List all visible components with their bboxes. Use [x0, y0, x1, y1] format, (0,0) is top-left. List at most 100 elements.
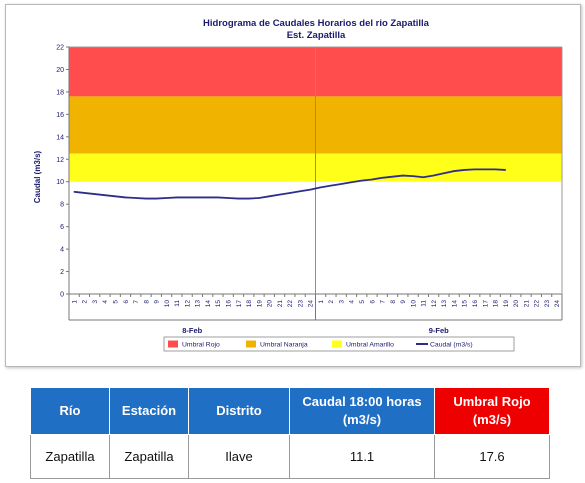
x-tick-label: 15: [215, 300, 222, 308]
day-labels: 8-Feb 9-Feb: [182, 326, 449, 335]
x-tick-label: 7: [380, 300, 387, 304]
hydrograph-svg: Hidrograma de Caudales Horarios del rio …: [33, 18, 563, 352]
series-point: [453, 170, 455, 172]
series-point: [504, 169, 507, 171]
x-tick-label: 11: [421, 300, 428, 307]
x-tick-label: 8: [390, 300, 397, 304]
series-point: [73, 191, 75, 193]
x-tick-label: 3: [338, 300, 345, 304]
series-point: [217, 196, 219, 199]
series-point: [330, 185, 332, 187]
y-axis-label: Caudal (m3/s): [33, 150, 42, 203]
x-tick-label: 21: [523, 300, 530, 308]
x-tick-label: 2: [82, 300, 89, 304]
series-point: [268, 195, 270, 197]
x-tick-label: 18: [493, 300, 500, 308]
x-tick-label: 14: [205, 300, 212, 308]
legend-entry: Umbral Naranja: [260, 342, 308, 349]
x-tick-label: 22: [534, 300, 541, 308]
cell-umbral-rojo: 17.6: [434, 434, 550, 479]
cell-distrito: Ilave: [188, 434, 290, 479]
x-tick-label: 16: [225, 300, 232, 308]
summary-table: Río Estación Distrito Caudal 18:00 horas…: [30, 387, 550, 479]
x-axis-ticks: 1 2 3 4 5 6 7 8 9 10 11 12 13 14 15 16 17 18 19 20 21 22 23 24 1…: [68, 294, 561, 308]
cell-rio: Zapatilla: [30, 434, 110, 479]
header-rio: Río: [30, 387, 110, 435]
y-tick-label: 20: [56, 67, 64, 74]
x-tick-label: 2: [328, 300, 335, 304]
y-tick-label: 22: [56, 45, 64, 52]
series-point: [145, 197, 147, 200]
series-point: [278, 194, 281, 196]
x-tick-label: 13: [195, 300, 202, 308]
series-point: [463, 169, 466, 171]
x-tick-label: 7: [133, 300, 140, 304]
x-tick-label: 11: [174, 300, 181, 307]
series-point: [135, 197, 137, 199]
x-tick-label: 23: [544, 300, 551, 308]
series-point: [350, 181, 353, 183]
chart-legend: Umbral Rojo Umbral Naranja Umbral Amarillo…: [163, 336, 515, 352]
series-point: [124, 196, 127, 199]
header-distrito: Distrito: [188, 387, 290, 435]
series-point: [433, 174, 435, 177]
series-point: [196, 196, 198, 199]
series-point: [474, 168, 476, 170]
series-point: [289, 192, 291, 194]
legend-entry: Umbral Rojo: [182, 342, 220, 349]
x-tick-label: 1: [318, 300, 325, 304]
x-tick-label: 9: [154, 300, 161, 304]
series-point: [309, 188, 311, 191]
x-tick-label: 16: [472, 300, 479, 308]
x-tick-label: 17: [482, 300, 489, 308]
x-tick-label: 24: [308, 300, 315, 308]
x-tick-label: 9: [400, 300, 407, 304]
series-point: [227, 197, 229, 199]
x-tick-label: 20: [267, 300, 274, 308]
x-tick-label: 19: [256, 300, 263, 308]
series-point: [361, 180, 363, 182]
y-tick-label: 8: [60, 202, 64, 209]
x-tick-label: 14: [451, 300, 458, 308]
x-tick-label: 8: [143, 300, 150, 304]
series-point: [340, 183, 342, 185]
y-tick-label: 14: [56, 134, 64, 141]
series-lines: [73, 168, 507, 200]
y-tick-label: 12: [56, 157, 64, 164]
series-point: [484, 168, 486, 170]
x-tick-label: 17: [236, 300, 243, 308]
x-tick-label: 18: [246, 300, 253, 308]
x-tick-label: 19: [503, 300, 510, 308]
chart-title: Hidrograma de Caudales Horarios del rio …: [203, 18, 430, 29]
series-point: [186, 196, 188, 199]
series-point: [207, 196, 209, 199]
table-row: Zapatilla Zapatilla Ilave 11.1 17.6: [30, 434, 550, 479]
y-tick-label: 16: [56, 112, 64, 119]
table-header-row: Río Estación Distrito Caudal 18:00 horas…: [30, 387, 550, 435]
x-tick-label: 6: [369, 300, 376, 304]
header-caudal: Caudal 18:00 horas (m3/s): [289, 387, 435, 435]
series-point: [237, 197, 240, 200]
x-tick-label: 24: [554, 300, 561, 308]
series-point: [320, 186, 322, 188]
cell-estacion: Zapatilla: [109, 434, 189, 479]
day-label: 9-Feb: [429, 326, 449, 335]
x-tick-label: 10: [410, 300, 417, 308]
x-tick-label: 23: [297, 300, 304, 308]
series-point: [258, 197, 260, 199]
y-tick-label: 18: [56, 89, 64, 96]
series-point: [299, 190, 301, 192]
x-tick-label: 4: [102, 300, 109, 304]
y-tick-label: 10: [56, 179, 64, 186]
series-point: [443, 172, 445, 174]
chart-subtitle: Est. Zapatilla: [287, 30, 346, 41]
series-point: [391, 176, 394, 178]
series-point: [104, 194, 106, 196]
series-point: [494, 168, 496, 170]
legend-swatch: [332, 340, 342, 348]
x-tick-label: 1: [71, 300, 78, 304]
series-point: [155, 197, 157, 200]
x-tick-label: 3: [92, 300, 99, 304]
x-tick-label: 10: [164, 300, 171, 308]
series-point: [381, 177, 383, 179]
